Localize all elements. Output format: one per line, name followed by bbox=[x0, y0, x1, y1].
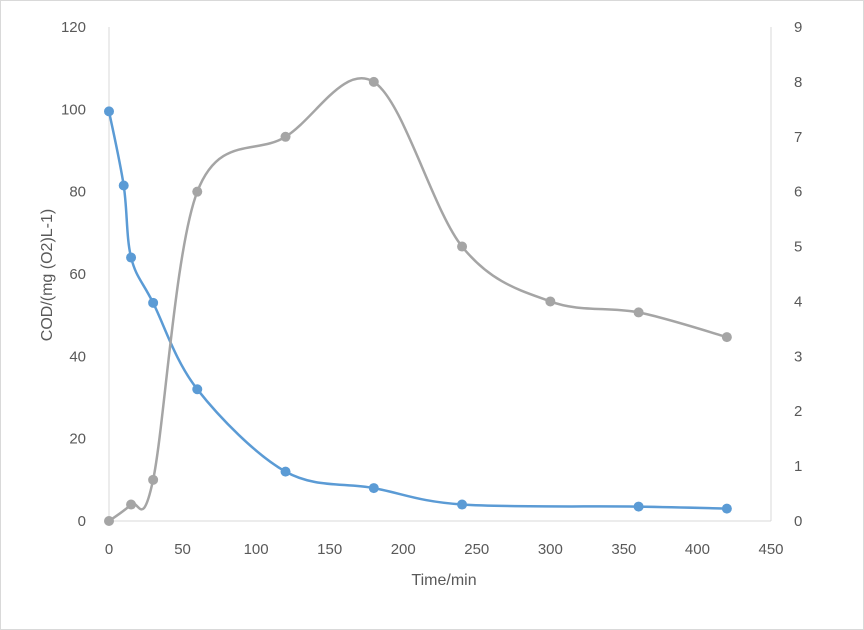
y2-tick-label: 0 bbox=[794, 513, 802, 530]
x-tick-label: 400 bbox=[685, 541, 710, 558]
data-point bbox=[457, 499, 468, 510]
data-point bbox=[126, 252, 137, 263]
y2-tick-label: 8 bbox=[794, 74, 802, 91]
y2-tick-label: 2 bbox=[794, 403, 802, 420]
y-tick-label: 0 bbox=[78, 513, 86, 530]
data-point bbox=[633, 501, 644, 512]
x-tick-label: 450 bbox=[758, 541, 783, 558]
data-point bbox=[148, 474, 159, 485]
y-tick-label: 120 bbox=[61, 19, 86, 36]
data-point bbox=[545, 296, 556, 307]
x-tick-label: 350 bbox=[611, 541, 636, 558]
y2-tick-label: 7 bbox=[794, 129, 802, 146]
y2-tick-label: 4 bbox=[794, 293, 802, 310]
y-axis-title: COD/(mg (O2)L-1) bbox=[39, 209, 56, 341]
data-point bbox=[104, 106, 114, 117]
data-point bbox=[118, 180, 129, 191]
data-point bbox=[457, 241, 468, 252]
y-tick-label: 20 bbox=[69, 431, 86, 448]
y2-tick-label: 3 bbox=[794, 348, 802, 365]
data-point bbox=[148, 297, 159, 308]
series-line bbox=[108, 77, 728, 523]
x-tick-label: 0 bbox=[105, 541, 113, 558]
x-tick-label: 300 bbox=[538, 541, 563, 558]
data-point bbox=[104, 516, 114, 526]
series-layer bbox=[104, 76, 732, 526]
y-tick-label: 60 bbox=[69, 266, 86, 283]
x-tick-label: 200 bbox=[391, 541, 416, 558]
data-point bbox=[280, 131, 291, 142]
data-point bbox=[126, 499, 137, 510]
x-tick-label: 100 bbox=[244, 541, 269, 558]
y-tick-label: 80 bbox=[69, 184, 86, 201]
data-point bbox=[192, 186, 203, 197]
y2-tick-label: 5 bbox=[794, 239, 802, 256]
data-point bbox=[368, 76, 379, 87]
y2-tick-label: 1 bbox=[794, 458, 802, 475]
data-point bbox=[633, 307, 644, 318]
y-tick-label: 100 bbox=[61, 101, 86, 118]
y2-tick-label: 6 bbox=[794, 184, 802, 201]
x-axis-title: Time/min bbox=[411, 572, 476, 589]
series-line bbox=[107, 111, 727, 510]
data-point bbox=[192, 384, 203, 395]
axes bbox=[108, 27, 772, 522]
data-point bbox=[280, 466, 291, 477]
x-tick-label: 150 bbox=[317, 541, 342, 558]
x-tick-label: 250 bbox=[464, 541, 489, 558]
y2-tick-label: 9 bbox=[794, 19, 802, 36]
tick-labels: 0 50 100 150 200 250 300 350 400 4500204060801001… bbox=[61, 19, 802, 558]
data-point bbox=[721, 332, 732, 343]
series-1 bbox=[104, 106, 732, 514]
data-point bbox=[721, 503, 732, 514]
y-tick-label: 40 bbox=[69, 348, 86, 365]
series-2 bbox=[104, 76, 732, 526]
x-tick-label: 50 bbox=[174, 541, 191, 558]
data-point bbox=[368, 483, 379, 494]
